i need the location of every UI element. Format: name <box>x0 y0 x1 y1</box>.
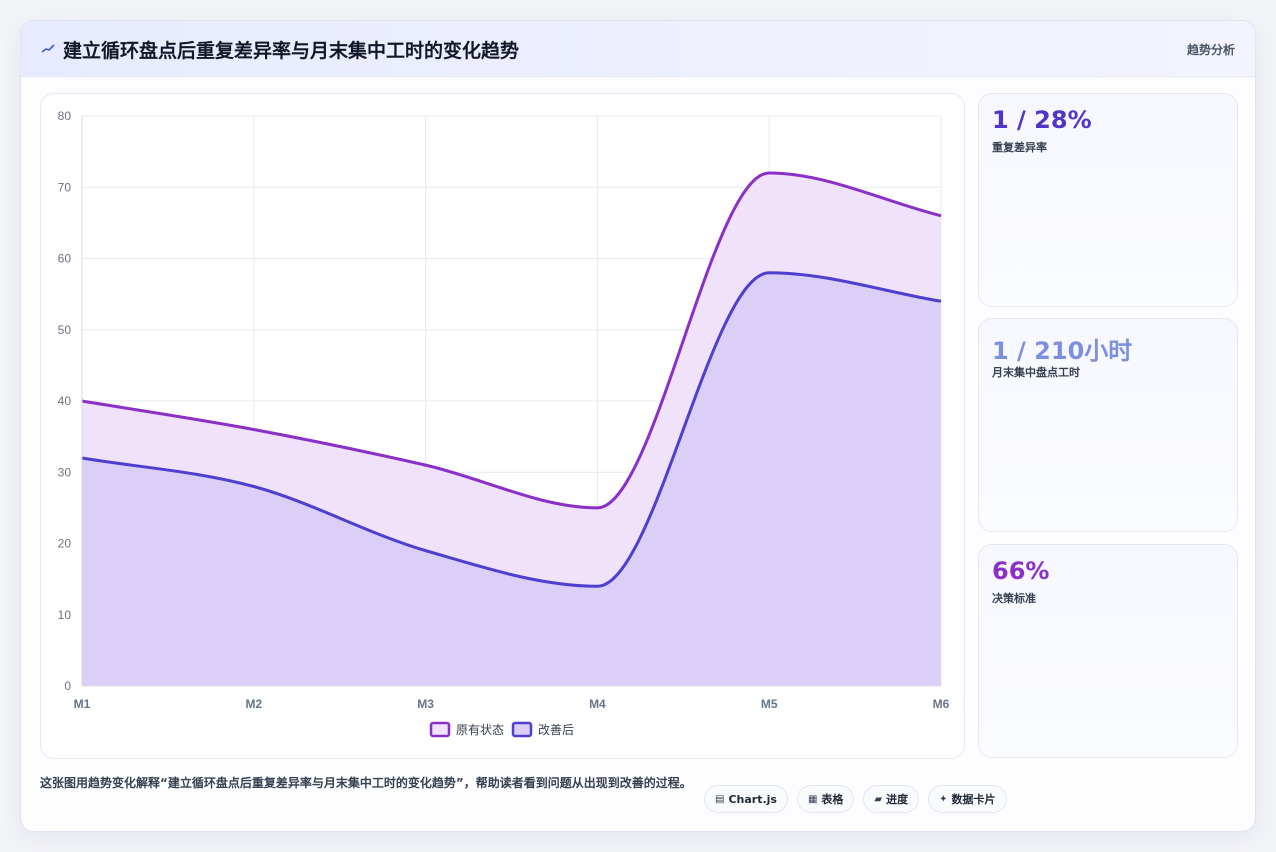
chart-description: 这张图用趋势变化解释“建立循环盘点后重复差异率与月末集中工时的变化趋势”，帮助读… <box>40 776 692 790</box>
x-tick-label: M2 <box>245 697 262 711</box>
pill-label: Chart.js <box>728 792 777 806</box>
y-tick-label: 80 <box>58 109 72 123</box>
kpi-card-repeat-diff: 1 / 28% 重复差异率 <box>978 93 1238 307</box>
kpi-card-decision: 66% 决策标准 <box>978 544 1238 758</box>
legend-swatch <box>429 721 451 738</box>
main-card: 建立循环盘点后重复差异率与月末集中工时的变化趋势 趋势分析 0 10 20 30 40 5… <box>20 20 1256 832</box>
feature-pills: ▤ Chart.js ▦ 表格 ▰ 进度 ✦ 数据卡片 <box>704 785 1007 813</box>
pill-chartjs[interactable]: ▤ Chart.js <box>704 785 788 813</box>
legend-label: 原有状态 <box>456 723 504 737</box>
line-series-2 <box>81 271 942 588</box>
kpi-value: 66% <box>992 557 1050 585</box>
legend-swatch <box>511 721 533 738</box>
y-tick-label: 40 <box>58 394 72 408</box>
x-tick-label: M3 <box>417 697 434 711</box>
pill-label: 数据卡片 <box>951 793 996 806</box>
progress-icon: ▰ <box>874 793 883 805</box>
x-tick-label: M1 <box>74 697 91 711</box>
header-bar: 建立循环盘点后重复差异率与月末集中工时的变化趋势 趋势分析 <box>21 21 1255 77</box>
table-icon: ▦ <box>807 793 818 805</box>
kpi-label: 重复差异率 <box>992 141 1047 154</box>
y-tick-label: 20 <box>58 537 72 551</box>
y-tick-label: 60 <box>58 252 72 266</box>
page-title: 建立循环盘点后重复差异率与月末集中工时的变化趋势 <box>63 40 520 62</box>
kpi-value: 1 / 210小时 <box>992 337 1133 365</box>
kpi-card-hours: 1 / 210小时 月末集中盘点工时 <box>978 318 1238 532</box>
pill-progress[interactable]: ▰ 进度 <box>863 785 920 813</box>
y-tick-label: 30 <box>58 465 72 479</box>
chart-panel: 0 10 20 30 40 50 60 70 80 M1 M2 M3 M4 M5 M6 原有状态 改善后 <box>40 93 965 759</box>
pill-table[interactable]: ▦ 表格 <box>796 785 855 813</box>
chart-icon: ▤ <box>715 793 725 805</box>
pill-data-card[interactable]: ✦ 数据卡片 <box>928 785 1007 813</box>
trend-icon <box>41 44 55 53</box>
kpi-value: 1 / 28% <box>992 106 1092 134</box>
sparkle-icon: ✦ <box>939 793 948 805</box>
area-chart: 0 10 20 30 40 50 60 70 80 M1 M2 M3 M4 M5 M6 原有状态 改善后 <box>58 109 950 738</box>
x-tick-label: M6 <box>933 697 950 711</box>
area-fill-series-2 <box>82 272 941 686</box>
kpi-label: 决策标准 <box>992 592 1036 605</box>
y-tick-label: 10 <box>58 608 72 622</box>
y-tick-label: 0 <box>64 679 71 693</box>
x-tick-label: M5 <box>761 697 778 711</box>
y-tick-label: 50 <box>58 323 72 337</box>
x-tick-label: M4 <box>589 697 606 711</box>
legend-label: 改善后 <box>538 722 574 737</box>
header-tag: 趋势分析 <box>1186 43 1235 57</box>
y-tick-label: 70 <box>58 180 72 194</box>
line-series-1 <box>81 171 942 510</box>
pill-label: 进度 <box>886 793 909 806</box>
pill-label: 表格 <box>821 793 844 806</box>
kpi-label: 月末集中盘点工时 <box>992 366 1080 379</box>
